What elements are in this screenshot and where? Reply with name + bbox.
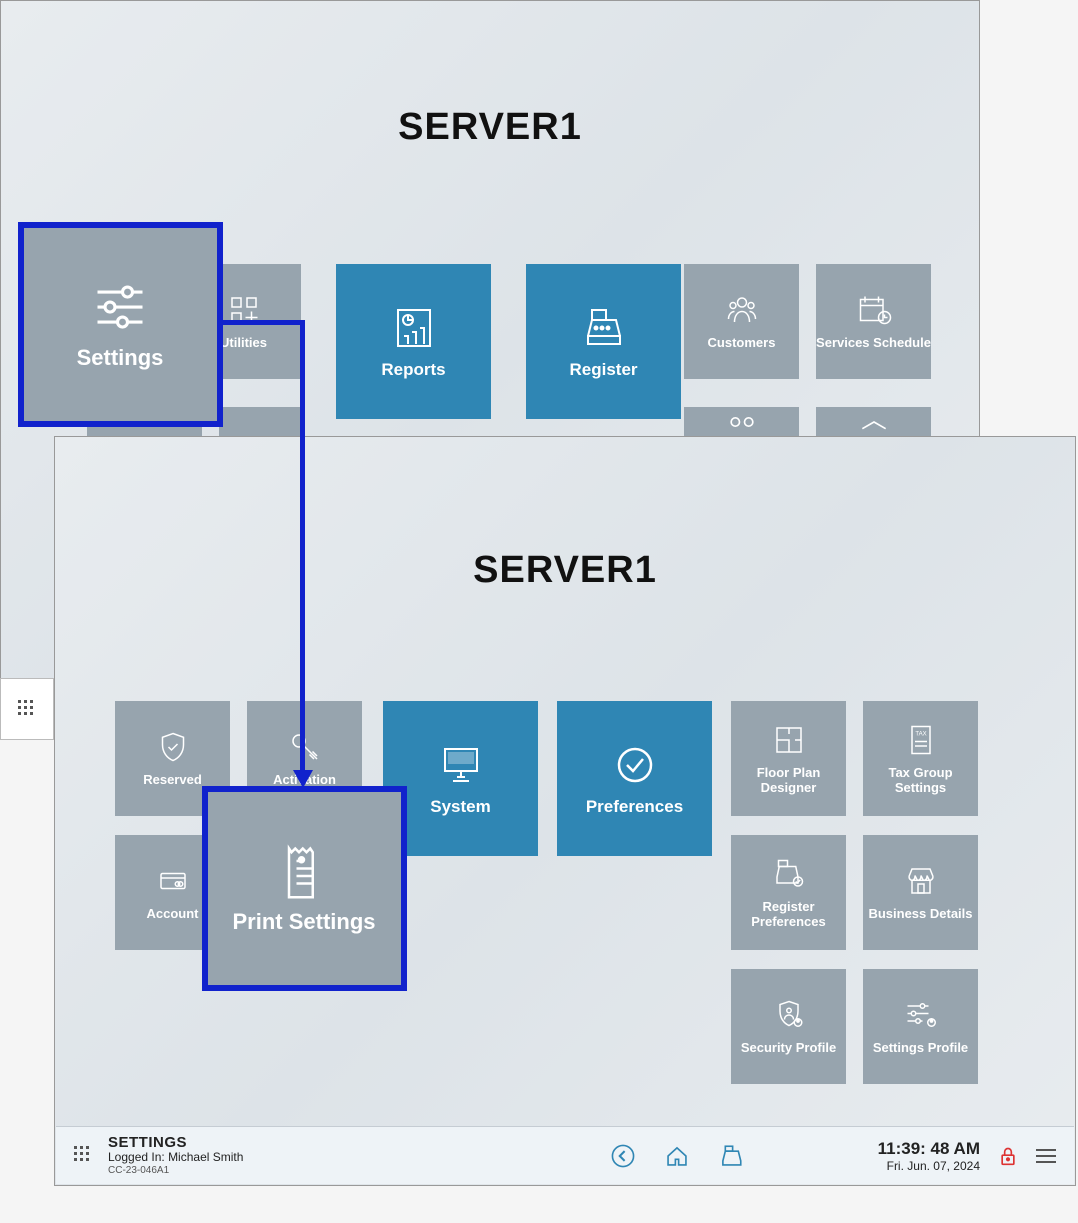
statusbar-logged-in: Logged In: Michael Smith: [108, 1151, 243, 1165]
tile-register-preferences[interactable]: Register Preferences: [731, 835, 846, 950]
monitor-icon: [437, 741, 485, 789]
lock-icon[interactable]: [998, 1144, 1018, 1168]
tile-label: Customers: [708, 336, 776, 351]
tile-tax-group-settings[interactable]: TAX Tax Group Settings: [863, 701, 978, 816]
arrow-v-segment: [300, 320, 305, 774]
box-icon-partial: [854, 412, 894, 432]
tile-customers[interactable]: Customers: [684, 264, 799, 379]
home-icon[interactable]: [664, 1143, 690, 1169]
tile-label: Utilities: [220, 336, 267, 351]
app-drawer-tab[interactable]: [0, 678, 54, 740]
tile-label: Services Schedule: [816, 336, 931, 351]
tile-settings[interactable]: Settings: [20, 224, 220, 424]
svg-text:TAX: TAX: [915, 731, 926, 737]
tile-cropped-4[interactable]: [816, 407, 931, 437]
people-icon-partial: [722, 412, 762, 432]
customers-icon: [724, 292, 760, 328]
sliders-icon: [90, 277, 150, 337]
tile-cropped-2[interactable]: [219, 407, 301, 437]
card-icon: [155, 863, 191, 899]
tile-label: System: [430, 797, 490, 817]
tile-register[interactable]: Register: [526, 264, 681, 419]
tax-doc-icon: TAX: [903, 722, 939, 758]
tile-print-settings[interactable]: Print Settings: [204, 788, 404, 988]
register-icon: [580, 304, 628, 352]
server-title-front: SERVER1: [55, 549, 1075, 592]
tile-label: Register: [569, 360, 637, 380]
receipt-icon: [274, 841, 334, 901]
arrow-h-segment: [223, 320, 305, 325]
sliders-user-icon: [903, 997, 939, 1033]
tile-label: Account: [147, 907, 199, 922]
tile-label: Floor Plan Designer: [731, 766, 846, 796]
tile-label: Print Settings: [232, 909, 375, 934]
register-small-icon[interactable]: [718, 1143, 744, 1169]
tile-floor-plan-designer[interactable]: Floor Plan Designer: [731, 701, 846, 816]
store-icon: [903, 863, 939, 899]
register-check-icon: [771, 856, 807, 892]
tile-label: Settings: [77, 345, 164, 370]
tile-label: Settings Profile: [873, 1041, 968, 1056]
statusbar-terminal-id: CC-23-046A1: [108, 1165, 243, 1177]
back-circle-icon[interactable]: [610, 1143, 636, 1169]
calendar-clock-icon: [856, 292, 892, 328]
check-circle-icon: [611, 741, 659, 789]
tile-settings-profile[interactable]: Settings Profile: [863, 969, 978, 1084]
menu-icon[interactable]: [1036, 1149, 1056, 1163]
tile-reports[interactable]: Reports: [336, 264, 491, 419]
tile-label: Reports: [381, 360, 445, 380]
tile-label: Business Details: [868, 907, 972, 922]
shield-user-icon: [771, 997, 807, 1033]
tile-security-profile[interactable]: Security Profile: [731, 969, 846, 1084]
arrow-head: [293, 770, 313, 788]
statusbar-section: SETTINGS: [108, 1134, 243, 1151]
tile-system[interactable]: System: [383, 701, 538, 856]
tile-label: Register Preferences: [731, 900, 846, 930]
statusbar-grip-icon[interactable]: [74, 1146, 92, 1164]
statusbar-datetime: 11:39: 48 AM Fri. Jun. 07, 2024: [878, 1139, 980, 1173]
grip-icon: [18, 700, 36, 718]
server-title-back: SERVER1: [1, 106, 979, 149]
tile-label: Preferences: [586, 797, 683, 817]
reports-icon: [390, 304, 438, 352]
tile-label: Reserved: [143, 773, 202, 788]
tile-preferences[interactable]: Preferences: [557, 701, 712, 856]
shield-check-icon: [155, 729, 191, 765]
tile-services-schedule[interactable]: Services Schedule: [816, 264, 931, 379]
status-bar: SETTINGS Logged In: Michael Smith CC-23-…: [56, 1126, 1074, 1184]
tile-business-details[interactable]: Business Details: [863, 835, 978, 950]
tile-cropped-3[interactable]: [684, 407, 799, 437]
floor-plan-icon: [771, 722, 807, 758]
tile-label: Tax Group Settings: [863, 766, 978, 796]
tile-label: Security Profile: [741, 1041, 836, 1056]
